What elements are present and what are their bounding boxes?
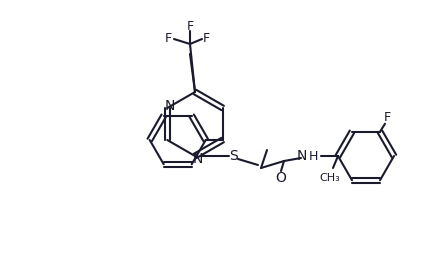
Text: N: N bbox=[297, 149, 307, 163]
Text: H: H bbox=[309, 150, 318, 162]
Text: F: F bbox=[384, 111, 391, 124]
Text: F: F bbox=[165, 32, 172, 45]
Text: N: N bbox=[193, 152, 203, 166]
Text: F: F bbox=[187, 20, 194, 32]
Text: S: S bbox=[229, 149, 237, 163]
Text: CH₃: CH₃ bbox=[319, 173, 341, 183]
Text: F: F bbox=[203, 32, 210, 45]
Text: O: O bbox=[276, 171, 287, 185]
Text: N: N bbox=[165, 99, 176, 113]
